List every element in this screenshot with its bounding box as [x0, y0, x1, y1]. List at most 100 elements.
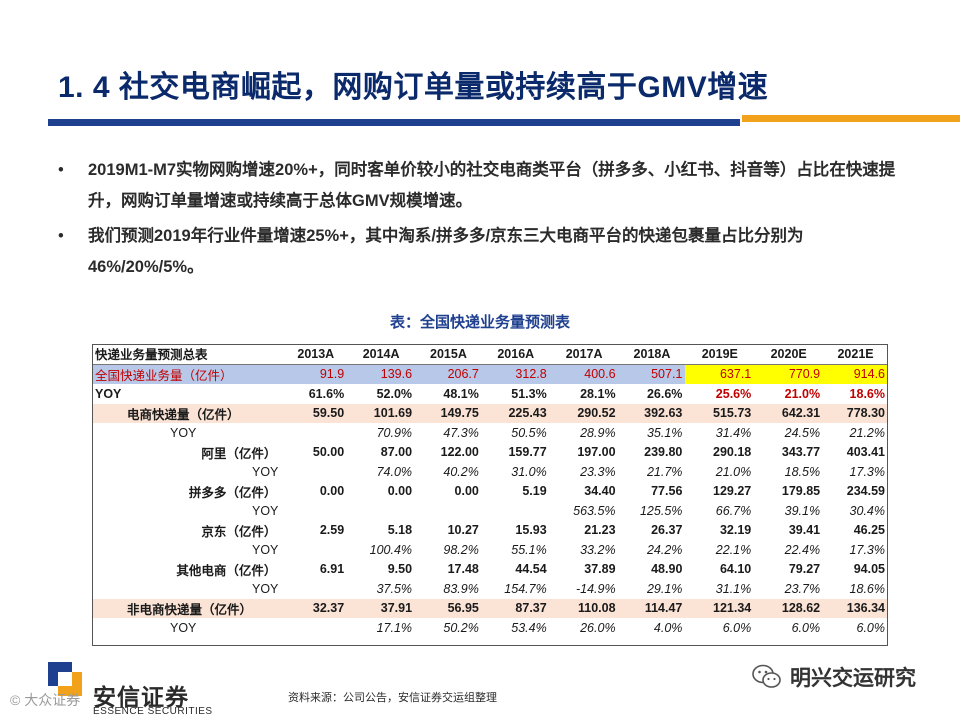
- table-cell: 0.00: [454, 484, 479, 499]
- table-cell: 47.3%: [443, 425, 479, 440]
- title-underline-blue: [48, 119, 740, 126]
- table-cell: [415, 501, 482, 521]
- table-cell: 21.2%: [849, 425, 885, 440]
- table-cell: 6.0%: [791, 620, 821, 635]
- header-cell: 2018A: [618, 344, 686, 365]
- table-cell: [284, 540, 347, 560]
- row-label: 全国快递业务量（亿件）: [92, 364, 285, 384]
- logo-subtitle: ESSENCE SECURITIES: [93, 706, 213, 717]
- table-cell: 32.37: [284, 598, 348, 618]
- table-cell: 139.6: [347, 364, 416, 384]
- table-cell: 22.1%: [715, 542, 752, 557]
- table-row: 拼多多（亿件） 0.00 0.00 0.00 5.19 34.40 77.56 129.27 1…: [92, 482, 888, 502]
- header-cell: 2014A: [347, 344, 416, 365]
- table-row: YOY 563.5% 125.5% 66.7% 39.1% 30.4%: [92, 501, 888, 521]
- table-cell: 290.52: [549, 403, 619, 423]
- table-cell: 563.5%: [573, 503, 616, 518]
- table-cell: 46.25: [853, 523, 885, 538]
- table-cell: [284, 501, 347, 521]
- table-cell: 5.18: [387, 523, 413, 538]
- table-cell: 26.6%: [618, 384, 686, 404]
- table-cell: 21.7%: [646, 464, 683, 479]
- table-cell: [284, 579, 347, 599]
- table-cell: 197.00: [577, 445, 616, 460]
- table-cell: 225.43: [481, 403, 550, 423]
- table-cell: 35.1%: [646, 425, 683, 440]
- table-cell: 26.37: [651, 523, 683, 538]
- table-cell: [284, 618, 347, 638]
- table-row: 全国快递业务量（亿件） 91.9 139.6 206.7 312.8 400.6 507.1…: [92, 364, 888, 384]
- table-cell: 55.1%: [511, 542, 547, 557]
- table-cell: 18.5%: [784, 464, 821, 479]
- table-cell: 21.0%: [715, 464, 752, 479]
- table-cell: 66.7%: [715, 503, 752, 518]
- table-cell: [347, 501, 415, 521]
- table-cell: 61.6%: [284, 384, 348, 404]
- table-cell: 56.95: [415, 598, 482, 618]
- title-underline-orange: [742, 115, 960, 122]
- row-label: YOY: [170, 620, 197, 635]
- table-cell: 637.1: [685, 364, 755, 384]
- table-cell: 154.7%: [504, 581, 547, 596]
- table-cell: 9.50: [387, 562, 413, 577]
- table-cell: 17.3%: [849, 464, 885, 479]
- table-cell: 48.1%: [415, 384, 482, 404]
- table-cell: 33.2%: [580, 542, 616, 557]
- row-label: 电商快递量（亿件）: [92, 403, 285, 423]
- table-cell: 83.9%: [443, 581, 479, 596]
- logo-text: 安信证券: [93, 684, 189, 710]
- bullet-item: • 我们预测2019年行业件量增速25%+，其中淘系/拼多多/京东三大电商平台的…: [58, 221, 918, 283]
- express-volume-table: 快递业务量预测总表 2013A 2014A 2015A 2016A 2017A …: [92, 344, 888, 638]
- table-row: 京东（亿件） 2.59 5.18 10.27 15.93 21.23 26.37 32.19 3…: [92, 521, 888, 541]
- table-cell: 37.5%: [376, 581, 413, 596]
- table-cell: 114.47: [618, 598, 686, 618]
- table-cell: 23.7%: [784, 581, 821, 596]
- table-cell: 28.1%: [549, 384, 619, 404]
- table-cell: 290.18: [713, 445, 752, 460]
- table-cell: [284, 462, 347, 482]
- row-label: YOY: [252, 581, 279, 596]
- header-cell: 2013A: [284, 344, 348, 365]
- table-cell: 101.69: [347, 403, 416, 423]
- table-cell: 24.5%: [784, 425, 821, 440]
- table-cell: 6.91: [319, 562, 345, 577]
- bullet-item: • 2019M1-M7实物网购增速20%+，同时客单价较小的社交电商类平台（拼多…: [58, 155, 918, 217]
- row-label: YOY: [252, 464, 279, 479]
- table-cell: 31.4%: [715, 425, 752, 440]
- table-cell: 129.27: [713, 484, 752, 499]
- table-cell: 392.63: [618, 403, 686, 423]
- table-cell: 21.23: [584, 523, 616, 538]
- table-cell: 74.0%: [376, 464, 413, 479]
- table-cell: 21.0%: [754, 384, 824, 404]
- table-cell: 70.9%: [376, 425, 413, 440]
- table-cell: 122.00: [440, 445, 479, 460]
- table-cell: 25.6%: [685, 384, 755, 404]
- table-cell: 53.4%: [511, 620, 547, 635]
- header-cell: 快递业务量预测总表: [92, 344, 285, 365]
- bullet-text: 2019M1-M7实物网购增速20%+，同时客单价较小的社交电商类平台（拼多多、…: [88, 161, 896, 210]
- table-cell: 31.1%: [715, 581, 752, 596]
- table-cell: 312.8: [481, 364, 550, 384]
- table-row: YOY 17.1% 50.2% 53.4% 26.0% 4.0% 6.0% 6.0% 6.0%: [92, 618, 888, 638]
- row-label: 其他电商（亿件）: [176, 563, 277, 578]
- table-cell: [482, 501, 550, 521]
- wechat-account: 明兴交运研究: [752, 660, 916, 694]
- table-header-row: 快递业务量预测总表 2013A 2014A 2015A 2016A 2017A …: [92, 344, 888, 365]
- table-cell: 98.2%: [443, 542, 479, 557]
- table-row: YOY 61.6% 52.0% 48.1% 51.3% 28.1% 26.6% 25.6% 21…: [92, 384, 888, 404]
- table-row: YOY 70.9% 47.3% 50.5% 28.9% 35.1% 31.4% 24.5% 21…: [92, 423, 888, 443]
- table-cell: 44.54: [515, 562, 547, 577]
- header-cell: 2021E: [823, 344, 888, 365]
- wechat-account-name: 明兴交运研究: [790, 667, 916, 690]
- table-cell: 778.30: [823, 403, 888, 423]
- table-cell: 2.59: [319, 523, 345, 538]
- table-cell: 23.3%: [580, 464, 616, 479]
- table-cell: 239.80: [644, 445, 683, 460]
- table-cell: 343.77: [781, 445, 821, 460]
- table-cell: 51.3%: [481, 384, 550, 404]
- table-cell: 87.37: [481, 598, 550, 618]
- table-cell: 79.27: [788, 562, 821, 577]
- header-cell: 2019E: [685, 344, 755, 365]
- table-cell: [284, 423, 347, 443]
- table-cell: 37.89: [584, 562, 616, 577]
